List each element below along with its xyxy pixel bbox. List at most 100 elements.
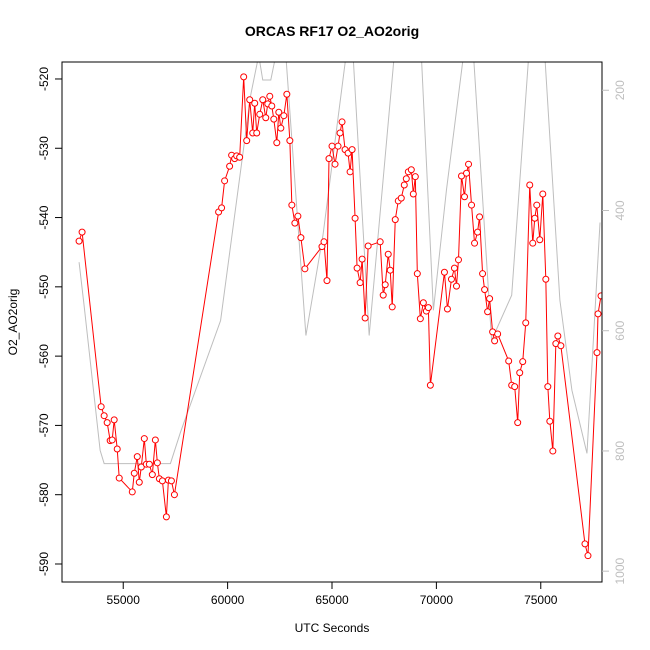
data-point [297, 234, 305, 242]
data-point [546, 417, 554, 425]
y2-tick-label: 400 [613, 200, 627, 220]
data-point [128, 488, 136, 496]
data-point [280, 112, 288, 120]
data-point [158, 477, 166, 485]
data-point [253, 129, 261, 137]
data-point [594, 310, 602, 318]
data-point [409, 190, 417, 198]
data-point [581, 540, 589, 548]
data-point [593, 349, 601, 357]
data-point [544, 383, 552, 391]
data-point [419, 299, 427, 307]
data-point [426, 381, 434, 389]
data-point [262, 114, 270, 122]
data-point [400, 181, 408, 189]
data-point [320, 238, 328, 246]
data-point [407, 166, 415, 174]
data-point [246, 96, 254, 104]
data-point [301, 265, 309, 273]
data-point [243, 137, 251, 145]
data-point [554, 332, 562, 340]
data-point [153, 459, 161, 467]
data-point [486, 295, 494, 303]
data-point [526, 181, 534, 189]
data-point [218, 204, 226, 212]
data-point [381, 281, 389, 289]
data-point [379, 291, 387, 299]
plot-area [75, 62, 602, 560]
data-point [334, 142, 342, 150]
data-point [151, 436, 159, 444]
data-point [454, 256, 462, 264]
data-point [384, 250, 392, 258]
data-point [416, 315, 424, 323]
x-tick-label: 70000 [420, 593, 454, 607]
data-point [447, 275, 455, 283]
x-tick-label: 55000 [107, 593, 141, 607]
data-point [130, 469, 138, 477]
chart-title: ORCAS RF17 O2_AO2orig [245, 23, 419, 39]
data-point [268, 102, 276, 110]
data-point [286, 137, 294, 145]
data-point [323, 277, 331, 285]
data-point [100, 412, 108, 420]
y2-tick-label: 800 [613, 441, 627, 461]
data-point [240, 73, 248, 81]
data-point [140, 435, 148, 443]
data-point [113, 445, 121, 453]
data-point [388, 303, 396, 311]
data-point [148, 471, 156, 479]
data-point [505, 357, 513, 365]
data-point [424, 304, 432, 312]
data-point [256, 110, 264, 118]
y2-tick-label: 200 [613, 80, 627, 100]
data-point [557, 342, 565, 350]
data-point [145, 460, 153, 468]
data-point [494, 330, 502, 338]
data-point [275, 108, 283, 116]
data-point [443, 305, 451, 313]
data-point [413, 270, 421, 278]
data-point [108, 436, 116, 444]
data-point [78, 228, 86, 236]
data-point [484, 308, 492, 316]
y-tick-label: -590 [37, 552, 51, 576]
x-axis-label: UTC Seconds [295, 621, 370, 635]
data-point [135, 478, 143, 486]
data-point [529, 239, 537, 247]
data-point [539, 190, 547, 198]
data-point [468, 201, 476, 209]
data-point [75, 237, 83, 245]
y-tick-label: -530 [37, 136, 51, 160]
data-point [516, 369, 524, 377]
data-point [476, 213, 484, 221]
data-point [361, 314, 369, 322]
data-point [465, 160, 473, 168]
data-point [536, 236, 544, 244]
data-point [376, 238, 384, 246]
data-point [170, 491, 178, 499]
data-point [584, 552, 592, 560]
data-point [514, 419, 522, 427]
data-point [351, 214, 359, 222]
data-point [331, 160, 339, 168]
y-axis-label: O2_AO2orig [6, 289, 20, 356]
y2-tick-label: 1000 [613, 558, 627, 585]
data-point [325, 155, 333, 163]
data-point [348, 146, 356, 154]
data-point [402, 175, 410, 183]
data-point [294, 212, 302, 220]
y-tick-label: -580 [37, 482, 51, 506]
data-point [471, 239, 479, 247]
data-point [531, 214, 539, 222]
data-point [356, 279, 364, 287]
data-point [549, 447, 557, 455]
data-point [167, 477, 175, 485]
data-point [522, 319, 530, 327]
data-point [479, 270, 487, 278]
data-point [511, 383, 519, 391]
data-point [162, 513, 170, 521]
data-point [103, 419, 111, 427]
data-point [273, 139, 281, 147]
